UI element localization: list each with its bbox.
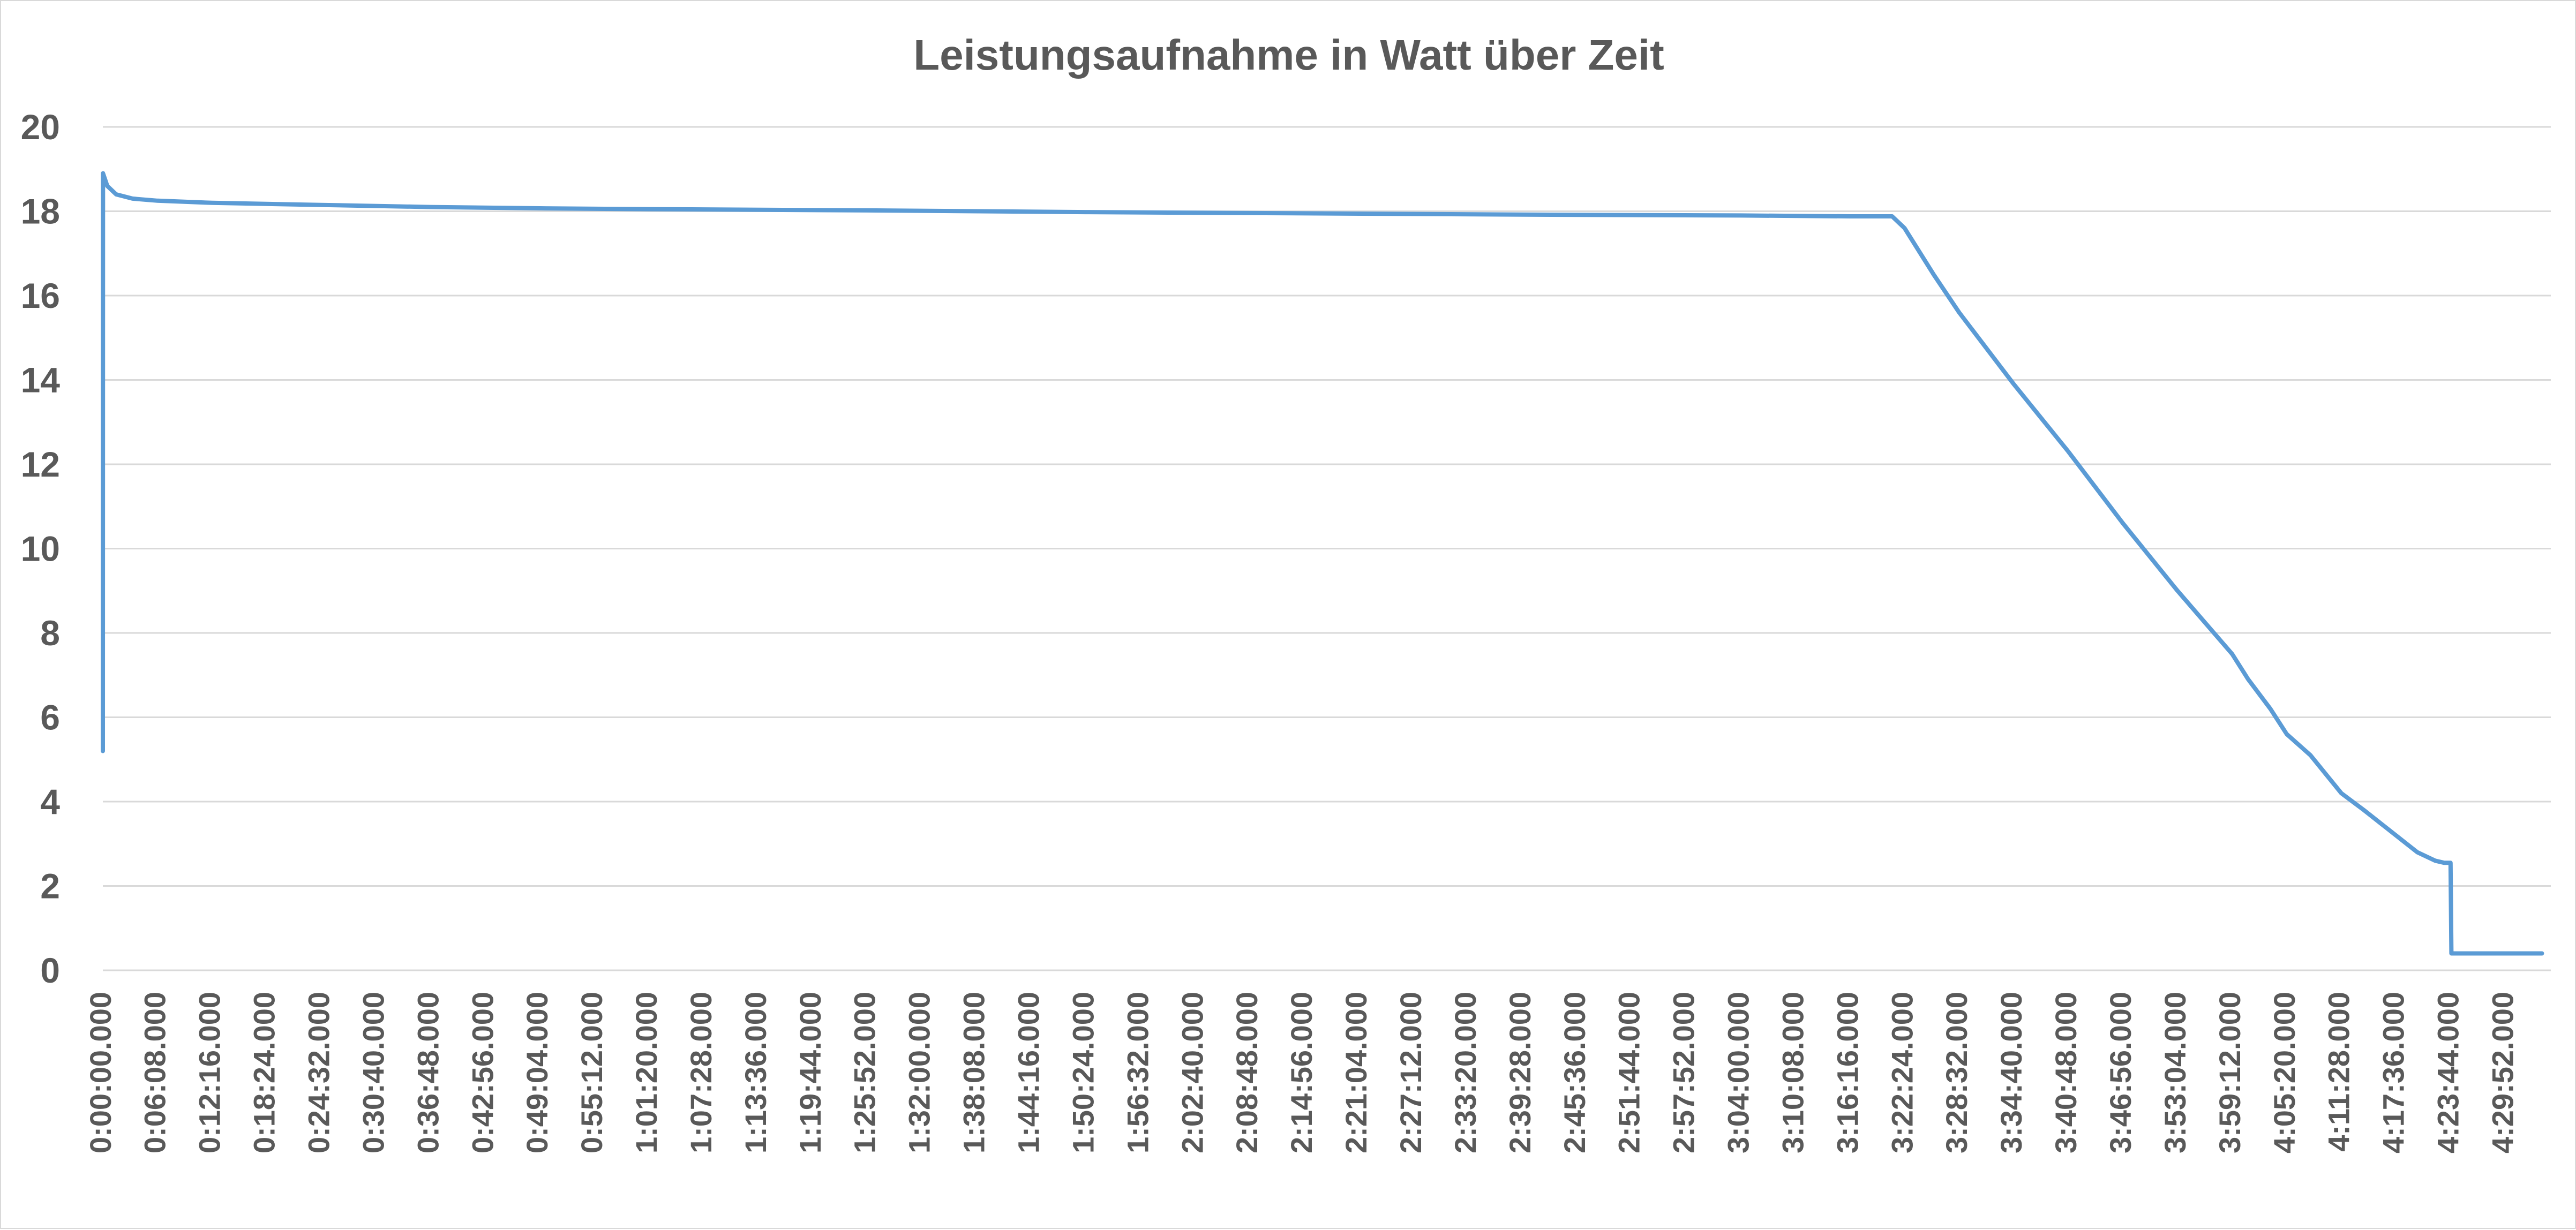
y-tick-label: 10 [21,529,60,569]
series-layer [101,171,2544,956]
x-tick-label: 4:11:28.000 [2322,992,2356,1152]
x-tick-label: 3:04:00.000 [1722,992,1755,1153]
y-tick-label: 2 [40,866,60,906]
x-tick-label: 0:12:16.000 [193,992,227,1153]
x-tick-label: 1:07:28.000 [684,992,718,1153]
x-tick-label: 4:17:36.000 [2377,992,2410,1153]
x-tick-label: 0:06:08.000 [138,992,172,1153]
x-axis: 0:00:00.000 0:06:08.000 0:12:16.000 0:18:24… [84,992,2520,1153]
x-tick-label: 2:33:20.000 [1448,992,1482,1153]
x-tick-label: 2:45:36.000 [1558,992,1591,1153]
y-tick-label: 4 [40,782,60,821]
x-tick-label: 0:18:24.000 [247,992,281,1153]
x-tick-label: 3:34:40.000 [1994,992,2028,1153]
x-tick-label: 1:01:20.000 [629,992,663,1153]
x-tick-label: 3:28:32.000 [1940,992,1973,1153]
x-tick-label: 1:44:16.000 [1012,992,1046,1153]
x-tick-label: 3:22:24.000 [1885,992,1919,1153]
x-tick-label: 1:32:00.000 [903,992,936,1153]
x-tick-label: 2:02:40.000 [1175,992,1209,1153]
x-tick-label: 4:05:20.000 [2267,992,2301,1153]
y-tick-label: 6 [40,698,60,737]
gridlines [103,126,2551,971]
x-tick-label: 2:08:48.000 [1230,992,1264,1153]
y-axis: 0 2 4 6 8 10 12 14 16 18 20 [21,107,61,990]
y-tick-label: 20 [21,107,60,147]
y-tick-label: 18 [21,192,60,231]
x-tick-label: 2:39:28.000 [1503,992,1537,1153]
x-tick-label: 1:25:52.000 [848,992,882,1153]
x-tick-label: 2:14:56.000 [1285,992,1318,1153]
x-tick-label: 4:23:44.000 [2431,992,2465,1153]
x-tick-label: 2:57:52.000 [1667,992,1701,1153]
x-tick-label: 0:24:32.000 [302,992,335,1153]
x-tick-label: 3:10:08.000 [1776,992,1809,1153]
x-tick-label: 1:56:32.000 [1121,992,1154,1153]
x-tick-label: 1:19:44.000 [793,992,827,1153]
y-tick-label: 8 [40,613,60,653]
x-tick-label: 0:49:04.000 [520,992,554,1153]
y-tick-label: 12 [21,444,60,484]
series-line-0 [101,171,2544,956]
x-tick-label: 2:51:44.000 [1612,992,1646,1153]
chart-title: Leistungsaufnahme in Watt über Zeit [913,31,1664,79]
x-tick-label: 0:00:00.000 [84,992,117,1153]
x-tick-label: 2:27:12.000 [1394,992,1428,1153]
x-tick-label: 0:55:12.000 [575,992,609,1153]
x-tick-label: 3:59:12.000 [2213,992,2247,1153]
x-tick-label: 0:42:56.000 [465,992,499,1153]
x-tick-label: 0:36:48.000 [411,992,445,1153]
x-tick-label: 3:53:04.000 [2158,992,2192,1153]
x-tick-label: 4:29:52.000 [2485,992,2519,1153]
x-tick-label: 3:46:56.000 [2104,992,2137,1153]
x-tick-label: 2:21:04.000 [1339,992,1373,1153]
x-tick-label: 0:30:40.000 [356,992,390,1153]
x-tick-label: 1:50:24.000 [1066,992,1100,1153]
x-tick-label: 3:40:48.000 [2049,992,2083,1153]
x-tick-label: 3:16:16.000 [1830,992,1864,1153]
y-tick-label: 14 [21,360,61,400]
y-tick-label: 0 [40,950,60,990]
x-tick-label: 1:38:08.000 [957,992,991,1153]
y-tick-label: 16 [21,276,60,315]
x-tick-label: 1:13:36.000 [739,992,772,1153]
